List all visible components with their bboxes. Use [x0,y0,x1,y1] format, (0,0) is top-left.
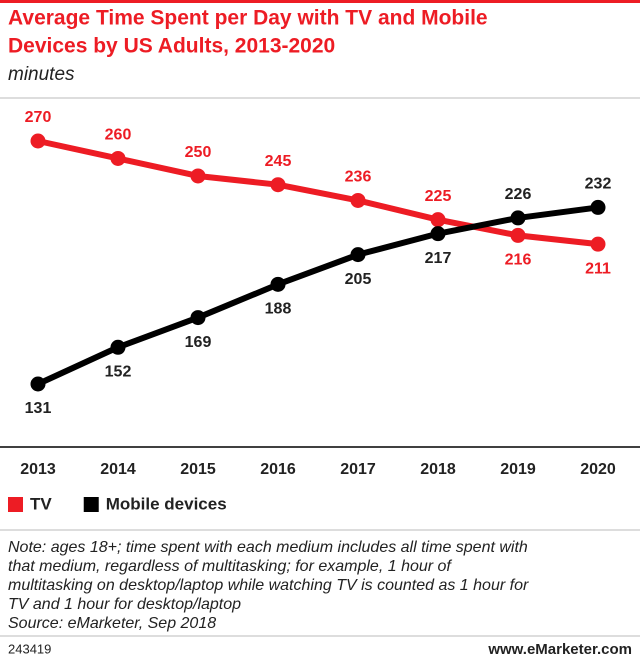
top-rule [0,0,640,3]
data-label: 250 [185,144,212,161]
note: Note: ages 18+; time spent with each med… [8,539,528,556]
data-label: 217 [425,250,452,267]
data-point [110,150,126,166]
data-label: 205 [345,271,372,288]
data-point [190,310,206,326]
data-label: 260 [105,127,132,144]
data-point [590,199,606,215]
data-point [30,376,46,392]
note: that medium, regardless of multitasking;… [8,558,452,575]
data-label: 131 [25,400,52,417]
data-point [510,210,526,226]
data-label: 270 [25,109,52,126]
data-label: 169 [185,334,212,351]
data-point [270,276,286,292]
data-point [430,226,446,242]
chart-subtitle: minutes [8,64,75,85]
note: TV and 1 hour for desktop/laptop [8,596,241,613]
data-label: 211 [585,260,611,277]
x-tick-label: 2019 [500,461,536,478]
x-tick-label: 2018 [420,461,456,478]
data-point [590,236,606,252]
legend-label: Mobile devices [106,494,227,513]
data-point [270,177,286,193]
x-tick-label: 2016 [260,461,296,478]
x-tick-label: 2014 [100,461,136,478]
data-label: 232 [585,176,612,193]
data-point [350,247,366,263]
x-tick-label: 2013 [20,461,56,478]
data-label: 226 [505,186,532,203]
x-tick-label: 2017 [340,461,376,478]
series-line [36,204,599,387]
data-point [30,133,46,149]
chart-id: 243419 [8,641,51,656]
data-point [430,212,446,228]
x-tick-label: 2020 [580,461,616,478]
chart-title: Devices by US Adults, 2013-2020 [8,35,335,58]
note: multitasking on desktop/laptop while wat… [8,577,529,594]
data-label: 216 [505,252,532,269]
data-label: 236 [345,169,372,186]
data-point [350,192,366,208]
data-label: 188 [265,301,292,318]
website: www.eMarketer.com [487,641,632,658]
data-point [510,227,526,243]
legend-label: TV [30,494,52,513]
source: Source: eMarketer, Sep 2018 [8,615,216,632]
data-label: 152 [105,364,132,381]
legend-swatch [83,497,99,512]
series-line [37,138,599,248]
legend-swatch [8,497,23,512]
data-point [110,339,126,355]
data-label: 245 [265,153,292,170]
data-label: 225 [425,188,452,205]
chart-title: Average Time Spent per Day with TV and M… [8,7,488,30]
data-point [190,168,206,184]
x-tick-label: 2015 [180,461,216,478]
